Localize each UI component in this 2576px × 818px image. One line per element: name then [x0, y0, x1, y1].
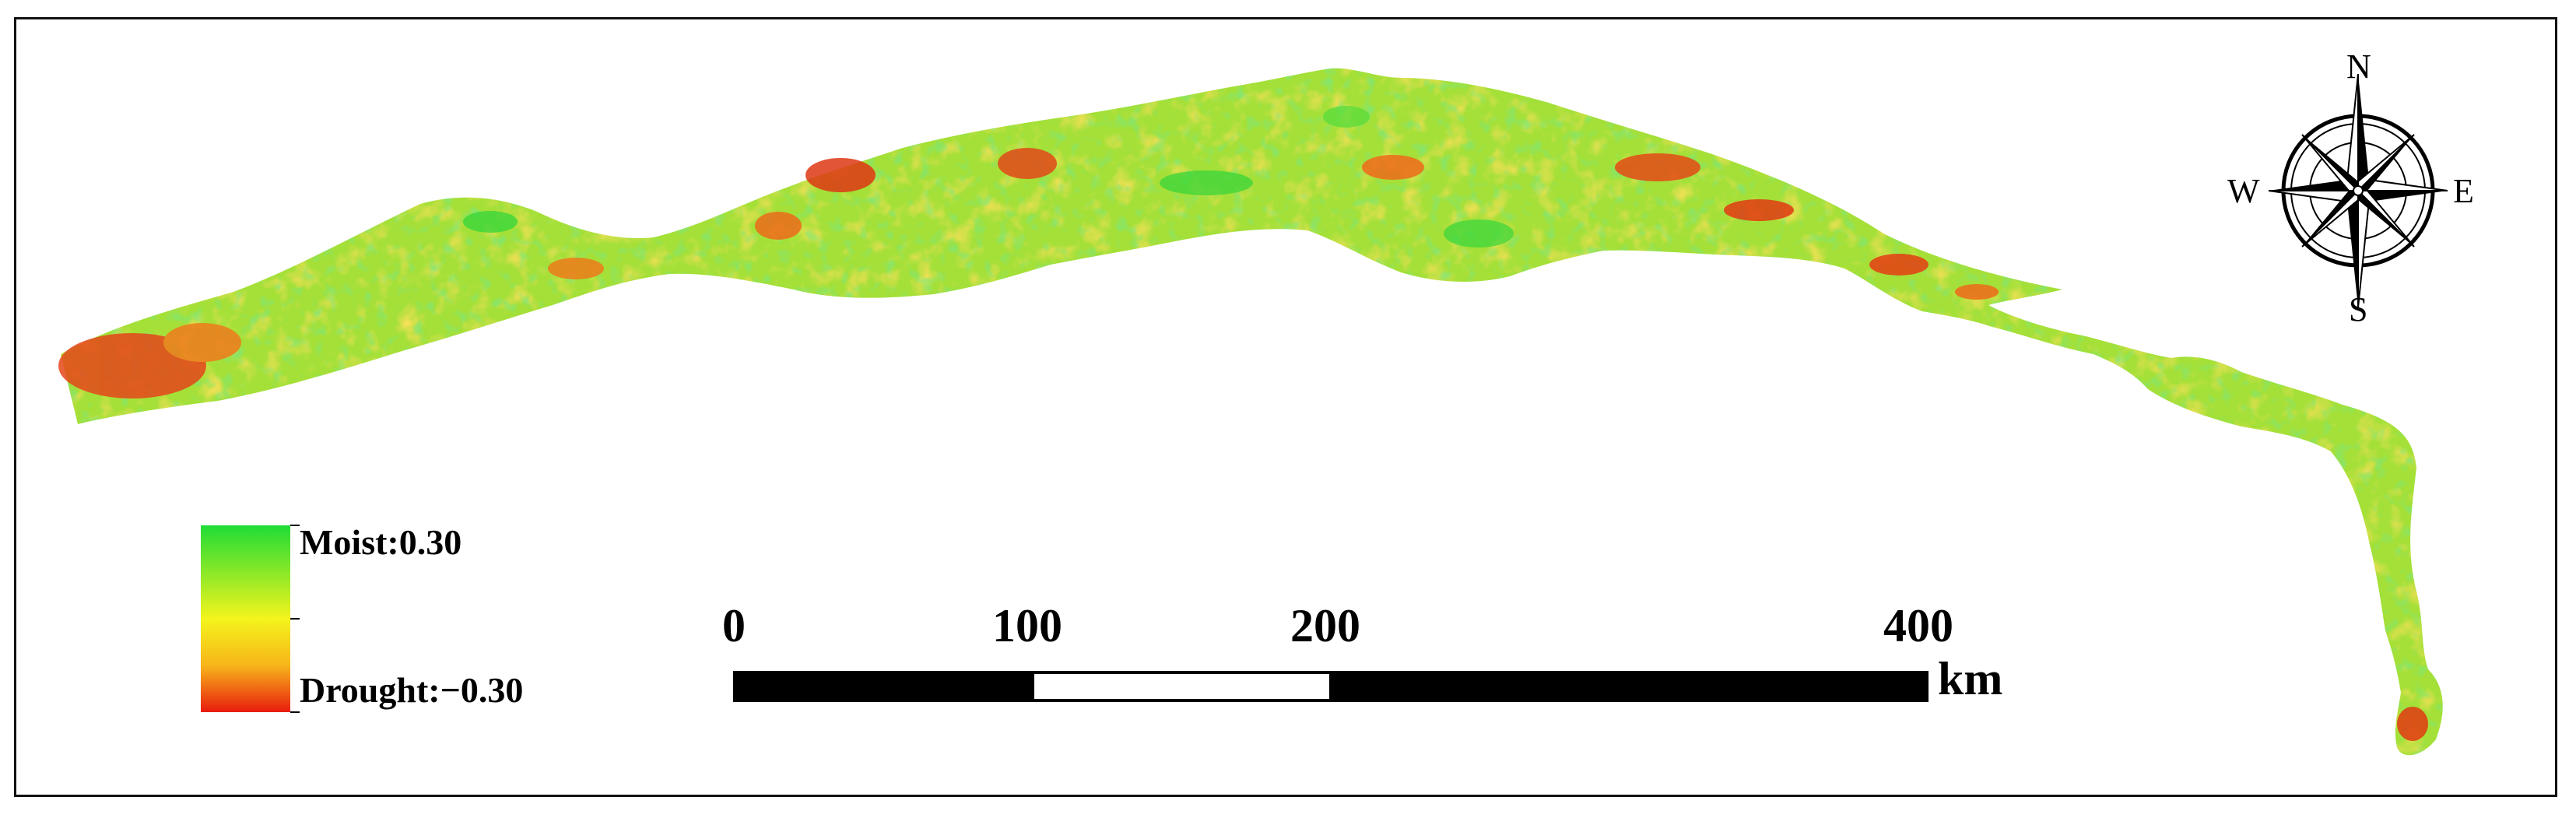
compass-east-label: E [2453, 172, 2474, 210]
scale-tick-0: 0 [722, 600, 746, 651]
scale-bar [733, 671, 1928, 702]
moist-patches [463, 106, 1514, 248]
compass-west-label: W [2227, 172, 2260, 210]
compass-rose-icon [2268, 73, 2448, 308]
compass-north-label: N [2346, 47, 2371, 86]
legend [201, 525, 300, 713]
scale-tick-100: 100 [992, 600, 1062, 651]
scale-tick-400: 400 [1883, 600, 1953, 651]
scale-unit: km [1938, 653, 2003, 704]
region-texture-moist [61, 68, 2443, 756]
legend-max-label: Moist:0.30 [300, 522, 462, 562]
legend-min-label: Drought:−0.30 [300, 670, 524, 710]
compass-south-label: S [2349, 290, 2368, 328]
drought-map-region [58, 68, 2443, 756]
legend-color-ramp [201, 525, 290, 712]
scale-tick-200: 200 [1290, 600, 1360, 651]
drought-hotspots [58, 148, 2428, 741]
